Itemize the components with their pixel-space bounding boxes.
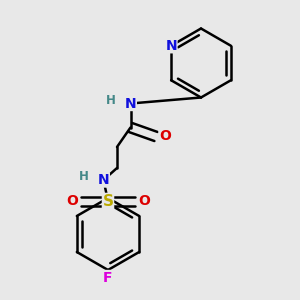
Text: F: F xyxy=(103,271,113,284)
Text: N: N xyxy=(165,39,177,53)
Text: H: H xyxy=(79,170,89,184)
Text: N: N xyxy=(125,97,136,110)
Text: S: S xyxy=(103,194,113,208)
Text: O: O xyxy=(159,130,171,143)
Text: O: O xyxy=(138,194,150,208)
Text: H: H xyxy=(106,94,116,107)
Text: N: N xyxy=(98,173,109,187)
Text: O: O xyxy=(66,194,78,208)
